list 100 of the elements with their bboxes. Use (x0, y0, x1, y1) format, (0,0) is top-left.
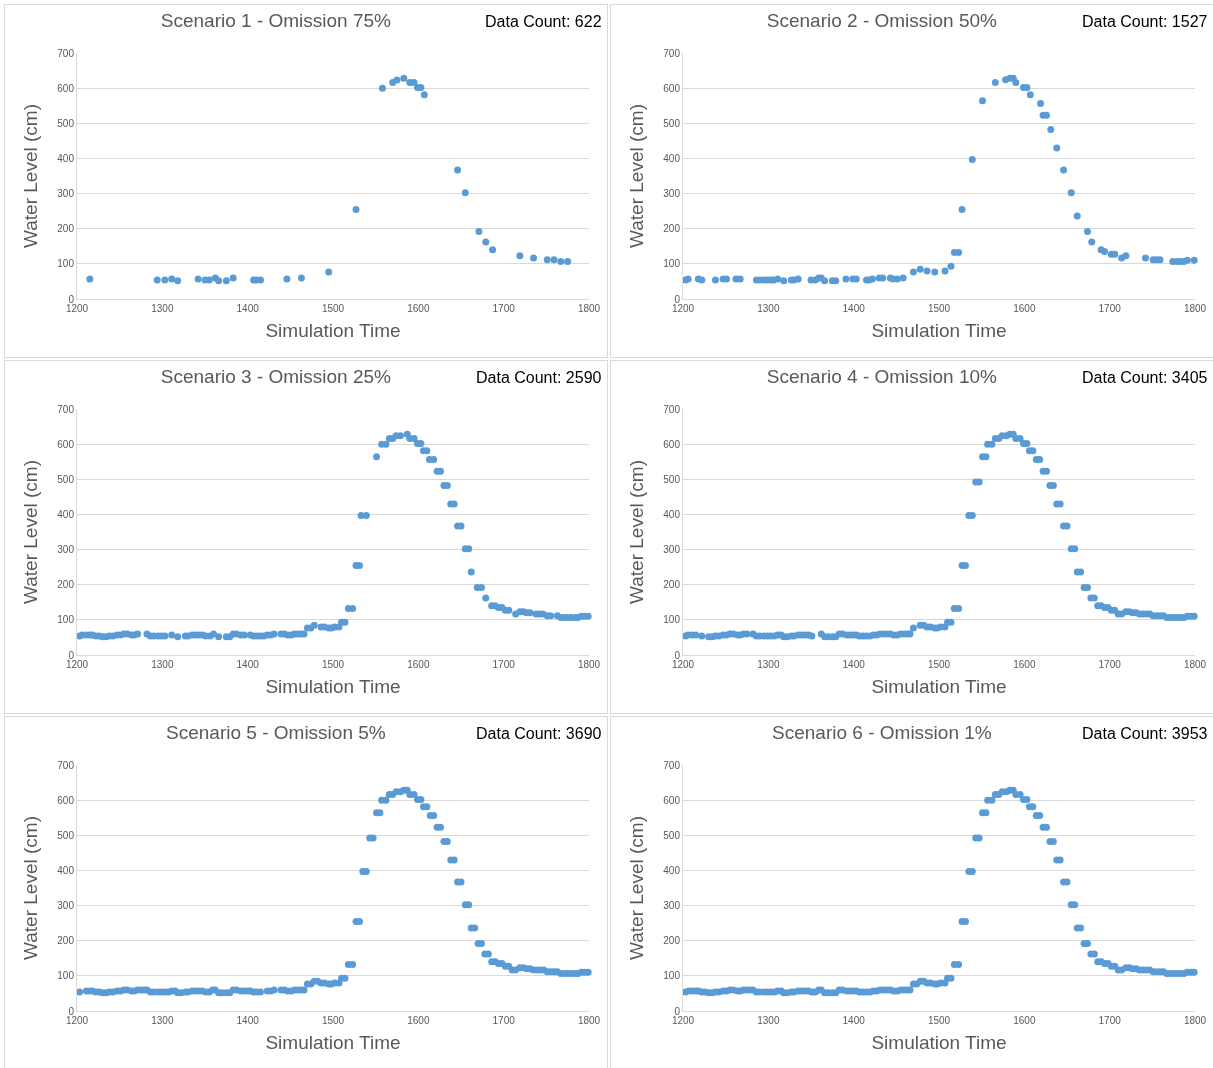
x-tick-label: 1400 (236, 659, 260, 670)
x-tick-label: 1600 (407, 303, 430, 314)
y-axis-title: Water Level (cm) (626, 104, 648, 248)
y-axis-title: Water Level (cm) (626, 816, 648, 960)
text: Data Count: 1527 (1082, 13, 1208, 30)
y-tick-label: 500 (663, 829, 681, 841)
y-tick-label: 200 (57, 223, 75, 235)
chart-title: Scenario 5 - Omission 5% (166, 722, 386, 744)
x-axis-title: Simulation Time (265, 319, 401, 341)
y-axis-title: Water Level (cm) (20, 816, 42, 960)
x-tick-label: 1700 (1098, 1015, 1122, 1026)
chart-title: Scenario 3 - Omission 25% (160, 366, 392, 388)
x-tick-label: 1700 (492, 659, 516, 670)
y-axis-title: Water Level (cm) (626, 460, 648, 604)
y-tick-label: 0 (674, 1005, 681, 1017)
y-tick-label: 700 (663, 403, 681, 415)
y-tick-label: 400 (663, 152, 681, 164)
chart-title: Scenario 6 - Omission 1% (772, 722, 992, 744)
x-tick-label: 1300 (757, 659, 780, 670)
x-tick-label: 1400 (236, 303, 260, 314)
x-tick-label: 1500 (321, 303, 345, 314)
text: Data Count: 3405 (1082, 369, 1208, 386)
chart-title: Scenario 4 - Omission 10% (766, 366, 998, 388)
y-tick-label: 400 (663, 864, 681, 876)
y-tick-label: 500 (57, 473, 75, 485)
x-tick-label: 1600 (407, 1015, 430, 1026)
y-tick-label: 400 (57, 864, 75, 876)
x-tick-label: 1200 (65, 1015, 89, 1026)
y-tick-label: 500 (663, 473, 681, 485)
text: Data Count: 3690 (476, 725, 602, 742)
y-tick-label: 400 (663, 508, 681, 520)
x-tick-label: 1200 (671, 303, 695, 314)
x-tick-label: 1500 (927, 303, 951, 314)
x-tick-label: 1500 (927, 659, 951, 670)
text: Data Count: 622 (485, 13, 602, 30)
x-tick-label: 1400 (842, 1015, 866, 1026)
y-tick-label: 500 (57, 117, 75, 129)
x-axis-title: Simulation Time (265, 675, 401, 697)
x-tick-label: 1600 (407, 659, 430, 670)
x-tick-label: 1600 (1013, 1015, 1036, 1026)
x-tick-label: 1200 (671, 659, 695, 670)
y-axis-title: Water Level (cm) (20, 104, 42, 248)
x-tick-label: 1200 (65, 303, 89, 314)
x-axis-title: Simulation Time (871, 1031, 1007, 1053)
y-tick-label: 200 (663, 935, 681, 947)
y-tick-label: 300 (57, 900, 75, 912)
x-axis-title: Simulation Time (871, 319, 1007, 341)
x-tick-label: 1800 (1183, 303, 1207, 314)
text: Data Count: 2590 (476, 369, 602, 386)
y-tick-label: 300 (663, 188, 681, 200)
y-tick-label: 0 (674, 293, 681, 305)
x-tick-label: 1500 (321, 659, 345, 670)
x-tick-label: 1800 (577, 659, 601, 670)
chart-title: Scenario 1 - Omission 75% (160, 10, 392, 32)
text: Data Count: 3953 (1082, 725, 1208, 742)
y-tick-label: 100 (663, 970, 681, 982)
y-tick-label: 600 (57, 794, 75, 806)
y-tick-label: 300 (57, 544, 75, 556)
y-tick-label: 700 (57, 403, 75, 415)
y-tick-label: 400 (57, 508, 75, 520)
x-tick-label: 1400 (236, 1015, 260, 1026)
x-tick-label: 1300 (151, 303, 174, 314)
y-tick-label: 600 (663, 82, 681, 94)
x-tick-label: 1700 (492, 303, 516, 314)
y-tick-label: 500 (663, 117, 681, 129)
y-tick-label: 100 (57, 614, 75, 626)
y-tick-label: 700 (57, 47, 75, 59)
y-tick-label: 100 (663, 614, 681, 626)
y-tick-label: 200 (57, 579, 75, 591)
x-tick-label: 1300 (151, 1015, 174, 1026)
y-tick-label: 100 (663, 258, 681, 270)
x-tick-label: 1400 (842, 659, 866, 670)
x-tick-label: 1500 (927, 1015, 951, 1026)
x-axis-title: Simulation Time (265, 1031, 401, 1053)
y-tick-label: 0 (68, 1005, 75, 1017)
x-tick-label: 1600 (1013, 303, 1036, 314)
x-tick-label: 1700 (1098, 303, 1122, 314)
x-tick-label: 1300 (151, 659, 174, 670)
x-tick-label: 1400 (842, 303, 866, 314)
y-tick-label: 700 (663, 759, 681, 771)
x-tick-label: 1700 (1098, 659, 1122, 670)
y-tick-label: 300 (663, 544, 681, 556)
y-tick-label: 200 (663, 579, 681, 591)
x-tick-label: 1200 (671, 1015, 695, 1026)
x-axis-title: Simulation Time (871, 675, 1007, 697)
x-tick-label: 1600 (1013, 659, 1036, 670)
x-tick-label: 1800 (1183, 659, 1207, 670)
y-tick-label: 0 (68, 293, 75, 305)
y-tick-label: 200 (663, 223, 681, 235)
x-tick-label: 1200 (65, 659, 89, 670)
y-tick-label: 700 (663, 47, 681, 59)
y-tick-label: 600 (57, 82, 75, 94)
y-tick-label: 300 (663, 900, 681, 912)
y-tick-label: 600 (663, 794, 681, 806)
x-tick-label: 1800 (577, 1015, 601, 1026)
y-tick-label: 700 (57, 759, 75, 771)
x-tick-label: 1800 (1183, 1015, 1207, 1026)
x-tick-label: 1500 (321, 1015, 345, 1026)
y-tick-label: 100 (57, 258, 75, 270)
y-tick-label: 400 (57, 152, 75, 164)
